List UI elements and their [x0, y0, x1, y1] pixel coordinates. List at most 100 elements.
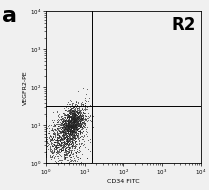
Point	[72, 121, 76, 124]
Point	[67, 139, 71, 142]
Point	[69, 123, 72, 126]
Point	[74, 121, 77, 124]
Point	[69, 126, 72, 129]
Point	[64, 113, 67, 116]
Point	[83, 122, 86, 125]
Point	[79, 124, 82, 127]
Point	[68, 120, 71, 123]
Point	[68, 139, 71, 142]
Point	[77, 118, 80, 121]
Point	[70, 129, 74, 132]
Point	[75, 125, 78, 128]
Point	[72, 113, 76, 116]
Point	[72, 116, 75, 119]
Point	[67, 142, 70, 145]
Point	[75, 126, 78, 129]
Point	[58, 162, 61, 165]
Point	[65, 119, 68, 122]
Point	[60, 143, 63, 146]
Point	[60, 129, 64, 132]
Point	[68, 122, 71, 125]
Point	[65, 110, 69, 113]
Point	[69, 110, 73, 113]
Point	[58, 154, 62, 157]
Point	[76, 110, 79, 113]
Point	[66, 140, 69, 143]
Point	[64, 146, 68, 149]
Point	[52, 119, 56, 122]
Point	[68, 126, 71, 129]
Point	[62, 145, 66, 148]
Point	[66, 129, 70, 132]
Point	[77, 141, 80, 144]
Point	[69, 122, 72, 125]
Point	[84, 125, 87, 128]
Point	[86, 156, 89, 159]
Point	[73, 114, 77, 117]
Point	[58, 142, 61, 145]
Point	[87, 115, 90, 118]
Point	[69, 145, 72, 148]
Point	[52, 111, 55, 114]
Point	[68, 134, 72, 137]
Point	[59, 136, 62, 139]
Point	[73, 123, 77, 126]
Point	[72, 130, 75, 133]
Point	[54, 145, 58, 148]
Point	[73, 116, 77, 119]
Point	[75, 137, 78, 140]
Point	[74, 116, 78, 119]
Point	[63, 142, 66, 145]
Point	[71, 140, 74, 143]
Point	[75, 142, 78, 145]
Point	[63, 123, 66, 126]
Point	[70, 117, 73, 120]
Point	[62, 140, 66, 143]
Point	[78, 131, 81, 135]
Point	[60, 141, 63, 144]
Point	[59, 142, 62, 145]
Point	[71, 117, 75, 120]
Point	[73, 123, 76, 126]
Point	[59, 138, 62, 141]
Point	[74, 140, 77, 143]
Point	[56, 119, 60, 122]
Point	[44, 119, 48, 122]
Point	[77, 113, 81, 116]
Point	[68, 124, 72, 127]
Point	[67, 120, 70, 123]
Point	[70, 126, 74, 129]
Point	[67, 146, 71, 149]
Point	[65, 152, 69, 155]
Point	[74, 124, 77, 127]
Point	[75, 119, 78, 122]
Point	[51, 121, 54, 124]
Point	[80, 102, 83, 105]
Point	[72, 111, 75, 114]
Point	[74, 130, 77, 133]
Point	[70, 137, 73, 140]
Point	[85, 105, 89, 108]
Point	[83, 125, 86, 128]
Point	[62, 130, 65, 133]
Point	[67, 114, 71, 117]
Point	[44, 139, 48, 142]
Point	[68, 127, 71, 130]
Point	[73, 116, 77, 119]
Point	[60, 121, 64, 124]
Point	[78, 113, 81, 116]
Point	[68, 148, 71, 151]
Point	[78, 146, 81, 149]
Point	[72, 112, 75, 115]
Point	[77, 118, 80, 121]
Point	[70, 127, 73, 131]
Point	[73, 110, 76, 113]
Point	[71, 149, 74, 152]
Point	[69, 153, 72, 156]
Point	[64, 140, 67, 143]
Point	[79, 125, 82, 128]
Point	[63, 119, 66, 122]
Point	[76, 119, 79, 122]
Point	[68, 113, 72, 116]
Point	[82, 107, 86, 110]
